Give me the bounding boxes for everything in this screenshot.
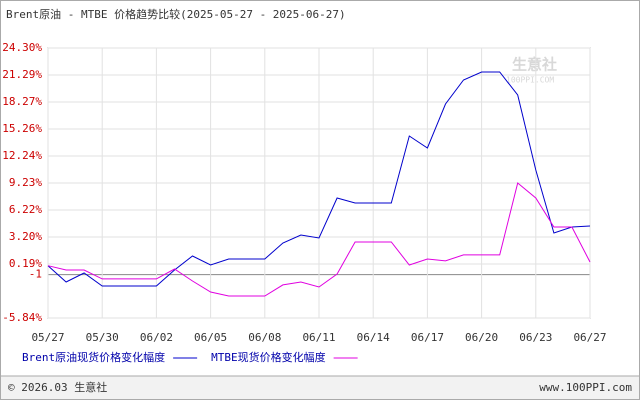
y-tick-label: 18.27% [2,95,42,108]
series-line [47,71,591,287]
x-tick-label: 06/02 [140,331,173,344]
y-tick-label: -5.84% [2,311,42,324]
y-tick-label: 6.22% [9,203,42,216]
y-tick-label: 24.30% [2,41,42,54]
x-tick-label: 05/30 [86,331,119,344]
y-tick-label: 21.29% [2,68,42,81]
chart-title: Brent原油 - MTBE 价格趋势比较(2025-05-27 - 2025-… [6,7,346,21]
y-tick-label: 3.20% [9,230,42,243]
y-tick-label: -1 [29,268,42,281]
footer-site: www.100PPI.com [539,381,632,394]
y-tick-label: 12.24% [2,149,42,162]
x-tick-label: 06/20 [465,331,498,344]
x-tick-label: 06/08 [248,331,281,344]
legend-label: Brent原油现货价格变化幅度 [22,350,165,364]
watermark-name: 生意社 [512,56,557,74]
x-tick-label: 06/23 [519,331,552,344]
legend-label: MTBE现货价格变化幅度 [211,350,326,364]
y-tick-label: 15.26% [2,122,42,135]
x-tick-label: 06/17 [411,331,444,344]
watermark-site: 100PPI.COM [506,76,554,85]
y-tick-label: 0.19% [9,257,42,270]
x-tick-label: 05/27 [31,331,64,344]
x-tick-label: 06/27 [573,331,606,344]
y-tick-label: 9.23% [9,176,42,189]
series-line [47,182,591,297]
x-tick-label: 06/11 [302,331,335,344]
x-tick-label: 06/05 [194,331,227,344]
footer-copyright: © 2026.03 生意社 [8,380,107,394]
x-tick-label: 06/14 [357,331,390,344]
